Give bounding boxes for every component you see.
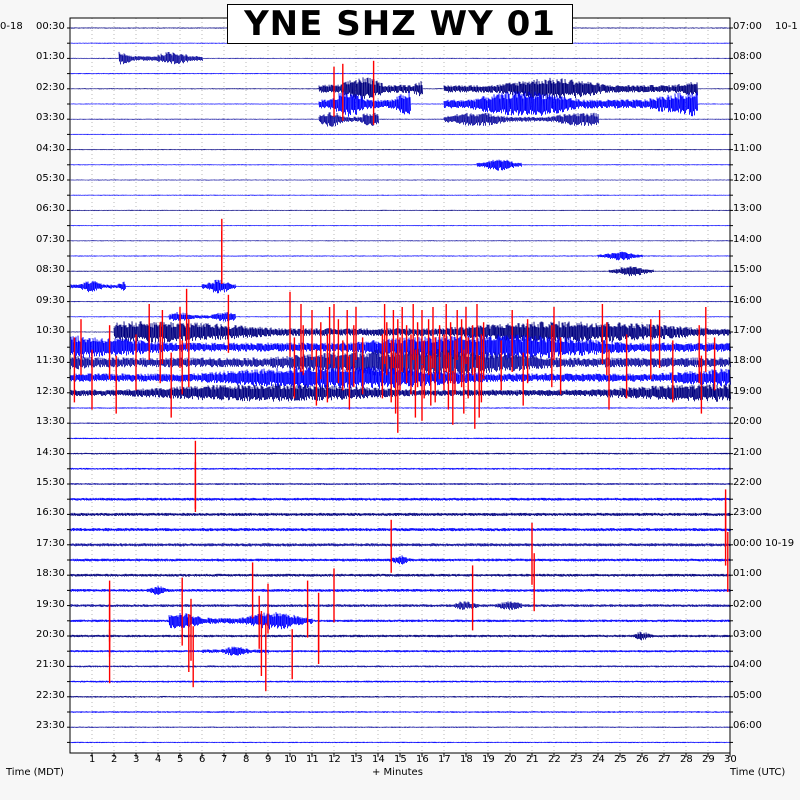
right-time-label: 18:00	[733, 355, 762, 367]
right-time-label: 13:00	[733, 203, 762, 215]
x-tick-label: 19	[482, 754, 495, 765]
trace-row	[69, 194, 731, 196]
left-time-label: 00:30	[36, 21, 65, 32]
left-time-label: 20:30	[36, 629, 65, 640]
left-time-label: 13:30	[36, 416, 65, 428]
x-tick-label: 14	[372, 754, 385, 765]
left-time-label: 06:30	[36, 203, 65, 215]
x-tick-label: 26	[636, 754, 649, 765]
left-time-label: 05:30	[36, 173, 65, 184]
right-time-label: 06:00	[733, 720, 762, 732]
right-time-label: 19:00	[733, 385, 762, 397]
x-tick-label: 6	[199, 754, 206, 765]
right-time-label: 21:00	[733, 446, 762, 458]
right-time-label: 15:00	[733, 264, 762, 276]
trace-row	[69, 179, 731, 181]
left-time-label: 17:30	[36, 537, 65, 549]
right-time-label: 17:00	[733, 325, 762, 336]
x-tick-label: 5	[177, 754, 184, 765]
corner-date-right: 10-1	[775, 21, 798, 32]
left-time-label: 02:30	[36, 81, 65, 93]
x-tick-label: 23	[570, 754, 583, 765]
left-time-label: 18:30	[36, 568, 65, 580]
left-time-label: 12:30	[36, 385, 65, 397]
trace-row	[69, 133, 731, 136]
station-title: YNE SHZ WY 01	[227, 4, 573, 44]
x-tick-label: 29	[702, 754, 715, 765]
clipped-spikes	[73, 60, 729, 692]
right-time-label: 12:00	[733, 173, 762, 184]
right-time-label: 10:00	[733, 112, 762, 124]
right-time-label: 22:00	[733, 477, 762, 488]
right-time-label: 01:00	[733, 568, 762, 580]
right-axis-title: Time (UTC)	[730, 767, 786, 778]
corner-date-left: 0-18	[0, 21, 23, 32]
right-time-label: 20:00	[733, 416, 762, 428]
left-time-label: 14:30	[36, 446, 65, 458]
seismic-traces	[69, 27, 731, 744]
x-tick-label: 16	[416, 754, 429, 765]
left-time-label: 15:30	[36, 477, 65, 488]
left-time-label: 19:30	[36, 598, 65, 610]
right-time-label: 16:00	[733, 294, 762, 306]
x-tick-label: 30	[724, 754, 737, 765]
right-time-label: 07:00	[733, 21, 762, 32]
x-tick-label: 10	[284, 754, 297, 765]
right-time-label: 09:00	[733, 81, 762, 93]
right-time-label: 11:00	[733, 142, 762, 154]
x-tick-label: 24	[592, 754, 605, 765]
x-tick-label: 13	[350, 754, 363, 765]
x-tick-label: 18	[460, 754, 473, 765]
x-tick-label: 9	[265, 754, 272, 765]
right-time-label: 03:00	[733, 629, 762, 640]
right-time-label: 05:00	[733, 689, 762, 701]
right-time-label: 00:00 10-19	[733, 537, 795, 549]
right-time-label: 02:00	[733, 598, 762, 610]
left-time-label: 22:30	[36, 689, 65, 701]
x-tick-label: 27	[658, 754, 671, 765]
axis-ticks	[67, 27, 733, 757]
left-time-label: 23:30	[36, 720, 65, 732]
left-time-label: 01:30	[36, 51, 65, 63]
left-axis-title: Time (MDT)	[6, 767, 64, 778]
left-time-label: 03:30	[36, 112, 65, 124]
left-time-label: 07:30	[36, 233, 65, 245]
x-tick-label: 12	[328, 754, 341, 765]
left-time-label: 08:30	[36, 264, 65, 276]
x-tick-label: 22	[548, 754, 561, 765]
right-time-label: 23:00	[733, 507, 762, 519]
x-tick-label: 3	[133, 754, 140, 765]
x-tick-label: 21	[526, 754, 539, 765]
x-tick-label: 28	[680, 754, 693, 765]
left-time-label: 09:30	[36, 294, 65, 306]
x-tick-label: 7	[221, 754, 228, 765]
left-time-label: 16:30	[36, 507, 65, 519]
left-time-label: 11:30	[36, 355, 65, 367]
minute-grid	[91, 18, 709, 753]
x-tick-label: 17	[438, 754, 451, 765]
x-axis-title: + Minutes	[372, 767, 423, 778]
x-tick-label: 2	[111, 754, 118, 765]
x-tick-label: 4	[155, 754, 162, 765]
left-time-label: 04:30	[36, 142, 65, 154]
left-time-label: 21:30	[36, 659, 65, 671]
x-tick-label: 1	[89, 754, 96, 765]
x-tick-label: 25	[614, 754, 627, 765]
x-tick-label: 15	[394, 754, 407, 765]
right-time-label: 08:00	[733, 51, 762, 63]
left-time-label: 10:30	[36, 325, 65, 336]
x-tick-label: 8	[243, 754, 250, 765]
right-time-label: 04:00	[733, 659, 762, 671]
trace-row	[69, 422, 731, 425]
x-tick-label: 20	[504, 754, 517, 765]
x-tick-label: 11	[306, 754, 319, 765]
right-time-label: 14:00	[733, 233, 762, 245]
